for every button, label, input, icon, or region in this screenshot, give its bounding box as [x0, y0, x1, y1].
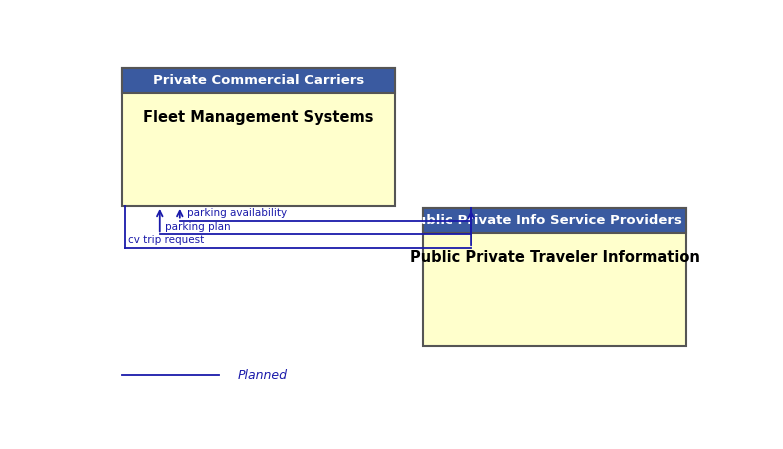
Text: parking plan: parking plan [164, 222, 230, 232]
Bar [423, 208, 687, 346]
Text: Planned: Planned [237, 369, 287, 382]
Text: Public Private Info Service Providers ...: Public Private Info Service Providers ..… [407, 214, 702, 227]
Text: parking availability: parking availability [187, 208, 287, 218]
Bar [423, 208, 687, 233]
Text: Public Private Traveler Information: Public Private Traveler Information [410, 250, 699, 265]
Text: Fleet Management Systems: Fleet Management Systems [143, 110, 374, 125]
Bar [122, 68, 395, 206]
Text: cv trip request: cv trip request [128, 235, 204, 246]
Bar [122, 68, 395, 92]
Text: Private Commercial Carriers: Private Commercial Carriers [153, 74, 364, 87]
